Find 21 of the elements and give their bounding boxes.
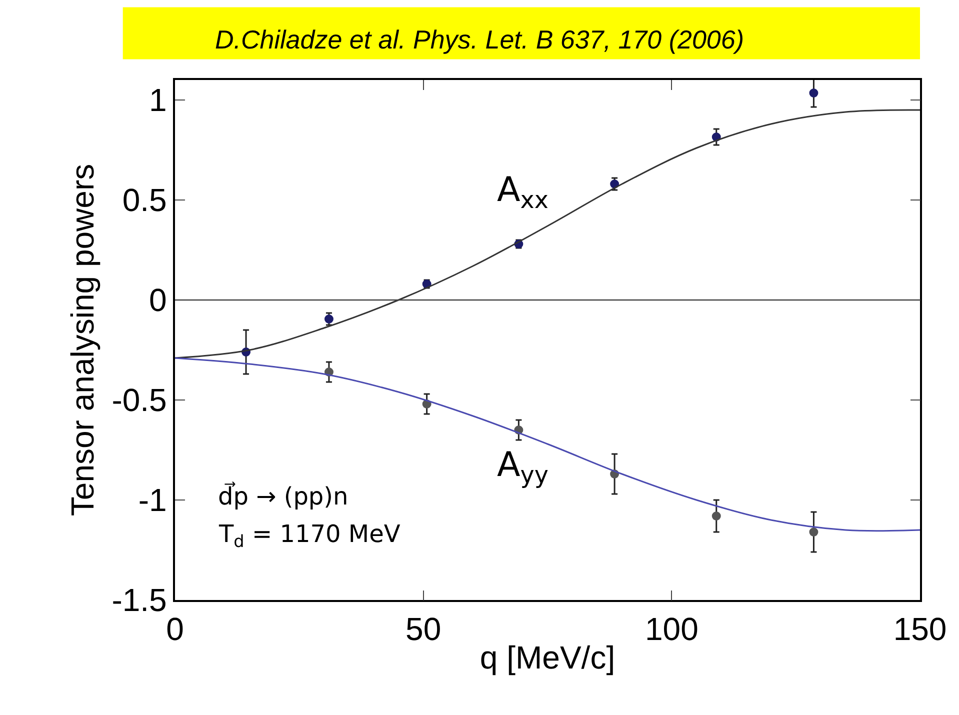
x-tick-label: 100 [644,611,698,648]
y-tick-label: 0 [149,282,167,318]
annotation: A$_{yy}$ [497,445,548,490]
annotation: T$_{d}$ = 1170 MeV [218,520,401,552]
y-tick-label: -0.5 [112,382,167,418]
point [809,528,818,536]
x-axis-title: q [MeV/c] [480,640,616,676]
annotation: A$_{xx}$ [497,170,548,214]
y-tick-label: -1.5 [112,582,167,618]
point [809,88,818,98]
x-tick-label: 50 [406,611,442,648]
x-tick-label: 150 [893,611,947,648]
y-tick-label: 1 [149,82,167,118]
annotation: d⃗p → (pp)n [218,481,348,510]
point [712,512,721,520]
chart-title: D.Chiladze et al. Phys. Let. B 637, 170 (2006) [215,24,744,54]
y-axis-title: Tensor analysing powers [64,164,101,516]
point [324,314,334,324]
y-tick-label: -1 [138,482,167,518]
line-series [175,109,920,359]
y-tick-label: 0.5 [122,182,167,218]
